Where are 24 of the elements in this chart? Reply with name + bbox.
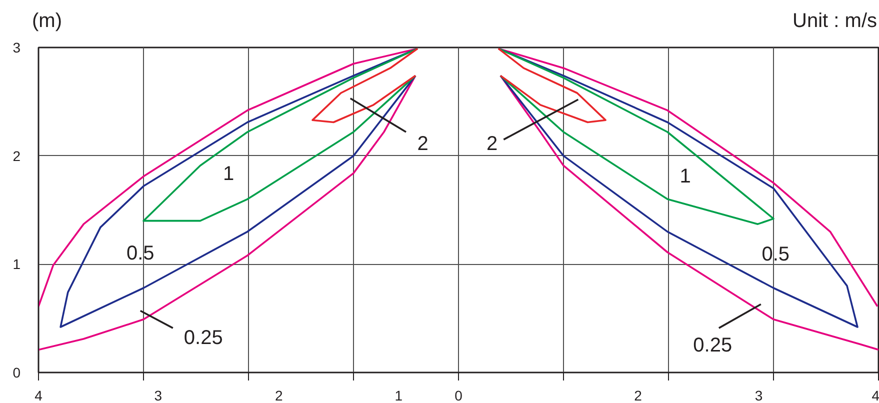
y-tick-label: 1: [12, 256, 21, 272]
line-series: [498, 48, 774, 225]
x-tick-label: 2: [634, 388, 642, 403]
annotation: 2: [417, 132, 428, 155]
text: Unit : m/s: [792, 9, 877, 33]
line-series: [312, 48, 418, 124]
x-tick-label: 2: [275, 388, 284, 403]
x-tick-label: 4: [34, 388, 43, 403]
y-axis-title: (m): [32, 9, 62, 33]
x-tick-label: 1: [394, 388, 403, 403]
line-series: [498, 48, 606, 124]
line-series: [142, 48, 418, 222]
x-tick-label: 3: [754, 388, 763, 403]
y-tick-label: 2: [12, 148, 21, 164]
y-tick-label: 0: [12, 364, 21, 380]
x-tick-label: 0: [454, 388, 463, 403]
annotation: 1: [222, 163, 234, 186]
annotation: 1: [680, 165, 691, 188]
x-tick-label: 4: [872, 388, 879, 403]
annotation: 0.25: [184, 326, 223, 349]
x-tick-label: 3: [154, 388, 162, 403]
annotation: 2: [486, 132, 498, 155]
y-tick-label: 3: [12, 40, 21, 56]
annotation: 0.25: [693, 334, 732, 356]
